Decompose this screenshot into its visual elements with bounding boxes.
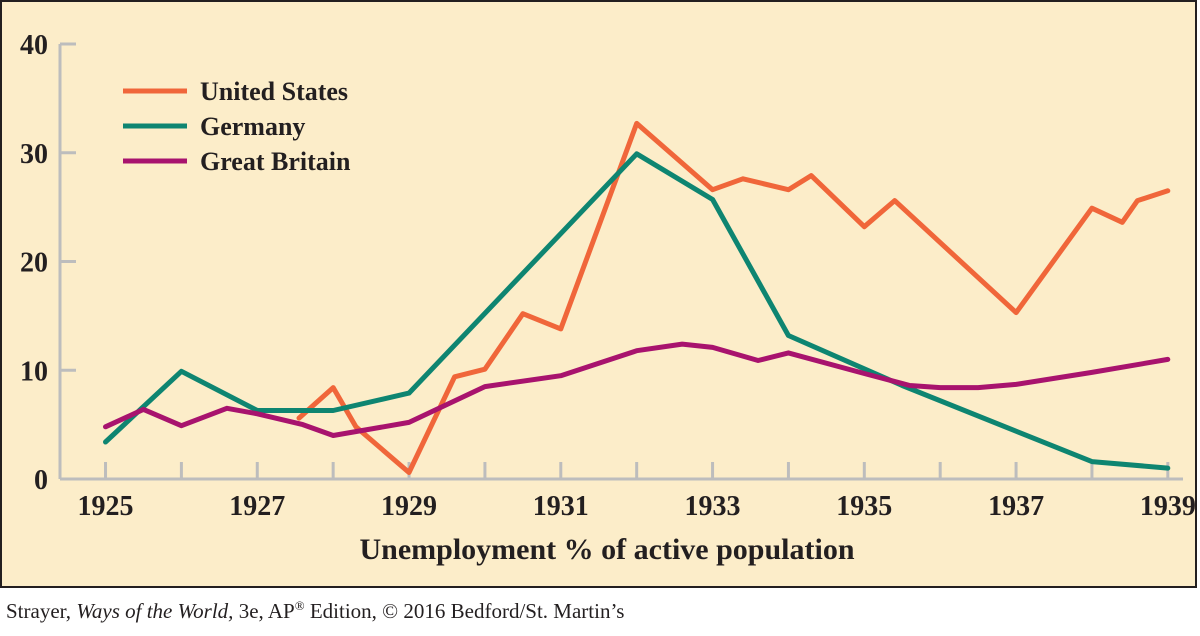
series-line-united-states bbox=[296, 120, 1171, 475]
y-tick-label: 30 bbox=[20, 139, 48, 170]
y-tick-label: 0 bbox=[34, 465, 48, 496]
x-tick-label: 1935 bbox=[836, 491, 892, 522]
x-tick-label: 1931 bbox=[533, 491, 589, 522]
legend-label-united-states: United States bbox=[200, 77, 348, 106]
credit-suffix: Edition, © 2016 Bedford/St. Martin’s bbox=[304, 599, 625, 623]
source-credit: Strayer, Ways of the World, 3e, AP® Edit… bbox=[6, 598, 624, 624]
credit-prefix: Strayer, bbox=[6, 599, 77, 623]
x-tick-label: 1939 bbox=[1140, 491, 1196, 522]
x-axis-title: Unemployment % of active population bbox=[360, 533, 855, 566]
y-axis-ticks: 0 10 20 30 40 bbox=[20, 30, 76, 496]
series-line-great-britain bbox=[103, 341, 1171, 438]
credit-book-title: Ways of the World, bbox=[76, 599, 234, 623]
credit-edition: 3e, AP bbox=[233, 599, 295, 623]
credit-registered-mark: ® bbox=[294, 598, 305, 613]
chart-frame bbox=[0, 0, 1197, 588]
legend-label-germany: Germany bbox=[200, 112, 305, 141]
x-tick-label: 1933 bbox=[685, 491, 741, 522]
series-lines bbox=[103, 120, 1171, 475]
series-line-germany bbox=[103, 151, 1171, 471]
x-tick-label: 1929 bbox=[381, 491, 437, 522]
y-tick-label: 40 bbox=[20, 30, 48, 61]
y-tick-label: 10 bbox=[20, 356, 48, 387]
x-tick-label: 1925 bbox=[78, 491, 134, 522]
legend: United States Germany Great Britain bbox=[123, 77, 351, 176]
legend-label-great-britain: Great Britain bbox=[200, 147, 351, 176]
x-tick-label: 1937 bbox=[988, 491, 1044, 522]
x-axis-ticks: 1925 1927 1929 1931 1933 1935 1937 1939 bbox=[78, 462, 1196, 522]
x-tick-label: 1927 bbox=[229, 491, 285, 522]
y-tick-label: 20 bbox=[20, 248, 48, 279]
